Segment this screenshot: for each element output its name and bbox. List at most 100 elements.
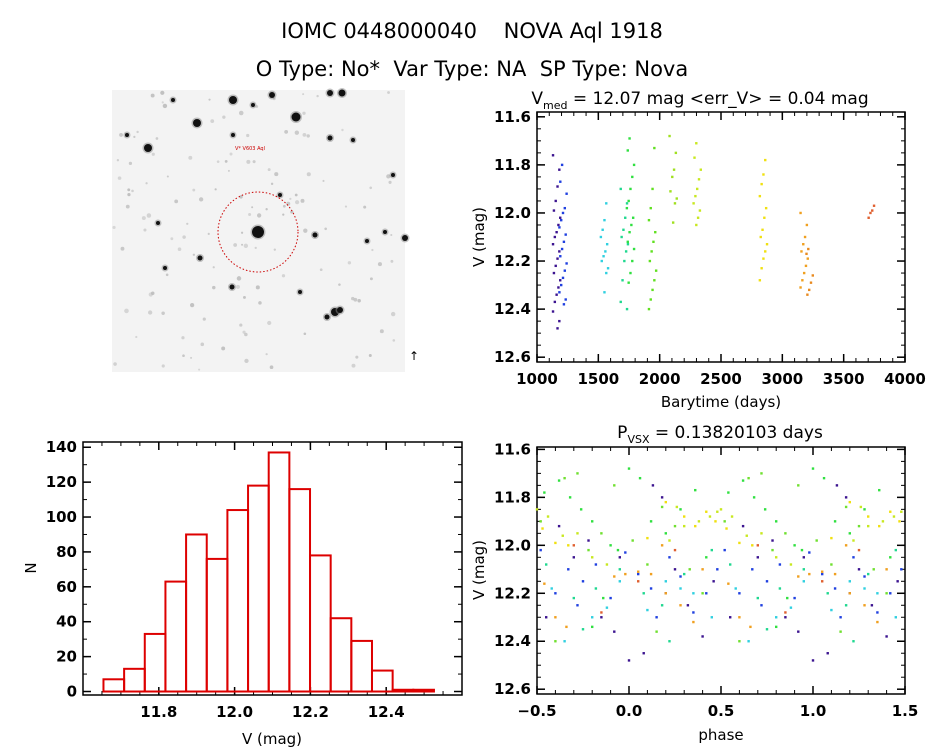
phased-point: [546, 515, 550, 518]
figure-subtitle: O Type: No* Var Type: NA SP Type: Nova: [256, 57, 688, 81]
phased-point: [609, 544, 612, 547]
lightcurve-point: [553, 300, 557, 304]
phased-point: [821, 572, 824, 576]
phased-point: [833, 520, 837, 523]
lightcurve-point: [673, 202, 677, 205]
phased-point: [786, 596, 789, 600]
faint-star: [239, 195, 243, 199]
faint-star: [390, 259, 394, 263]
faint-star: [368, 354, 372, 358]
phased-point: [572, 596, 575, 600]
phased-ytick-label: 12.4: [494, 632, 531, 650]
phased-point: [651, 484, 655, 487]
faint-star: [265, 353, 268, 356]
histogram-ylabel: N: [22, 562, 40, 573]
faint-star: [270, 182, 274, 186]
faint-star: [117, 176, 122, 180]
lightcurve-point: [763, 216, 766, 219]
phased-point: [642, 592, 645, 595]
lightcurve-xtick-label: 2000: [639, 370, 681, 388]
phased-point: [543, 582, 546, 585]
phased-point: [679, 575, 682, 578]
phased-point: [655, 630, 658, 633]
faint-star: [303, 332, 307, 336]
phased-point: [848, 580, 851, 583]
phased-xtick-label: 1.0: [800, 702, 827, 720]
phased-point: [822, 476, 826, 480]
phased-point: [789, 606, 793, 609]
faint-star: [166, 175, 169, 178]
phased-xlabel: phase: [698, 726, 743, 744]
faint-star: [302, 111, 306, 115]
faint-star: [210, 119, 215, 124]
lightcurve-point: [805, 252, 808, 256]
lightcurve-point: [627, 199, 630, 203]
faint-star: [181, 336, 185, 340]
faint-star: [150, 93, 155, 98]
faint-star: [236, 276, 242, 281]
histogram-bar: [370, 669, 394, 693]
phased-point: [808, 572, 811, 576]
lightcurve-point: [758, 279, 762, 282]
phased-point: [889, 556, 892, 559]
faint-star: [255, 285, 260, 290]
lightcurve-point: [625, 206, 629, 210]
phased-point: [664, 592, 667, 595]
lightcurve-point: [669, 190, 672, 193]
faint-star: [246, 133, 250, 138]
phased-point: [797, 575, 800, 578]
faint-star: [224, 160, 228, 163]
histogram-ytick-label: 60: [56, 578, 77, 596]
star: [312, 232, 318, 238]
phased-point: [876, 620, 879, 624]
star: [156, 221, 160, 225]
phased-point: [535, 508, 539, 511]
phased-point: [876, 592, 879, 595]
phased-point: [835, 484, 839, 487]
phased-point: [591, 616, 594, 619]
phased-point: [716, 510, 719, 513]
faint-star: [246, 159, 251, 164]
lightcurve-xtick-label: 2500: [700, 370, 742, 388]
phased-ylabel: V (mag): [470, 540, 488, 600]
lightcurve-point: [602, 255, 605, 258]
phased-point: [679, 587, 682, 590]
lightcurve-point: [809, 281, 813, 284]
phased-point: [741, 479, 745, 482]
star: [144, 144, 152, 152]
phased-point: [613, 575, 616, 578]
lightcurve-point: [565, 192, 568, 195]
lightcurve-point: [799, 286, 802, 289]
phased-point: [572, 556, 575, 559]
faint-star: [136, 130, 139, 134]
phased-point: [894, 616, 897, 619]
phased-point: [716, 568, 719, 571]
lightcurve-point: [627, 281, 630, 284]
phased-point: [683, 515, 686, 518]
lightcurve-ytick-label: 12.0: [494, 204, 531, 222]
phased-point: [848, 592, 851, 595]
lightcurve-point: [871, 209, 874, 212]
histogram-bar: [205, 557, 229, 693]
phased-ytick-label: 12.6: [494, 680, 531, 698]
phased-point: [839, 616, 842, 619]
phased-point: [878, 524, 881, 528]
phased-point: [833, 587, 837, 590]
phased-point: [878, 488, 881, 492]
star: [365, 239, 369, 243]
phased-point: [863, 508, 866, 511]
lightcurve-point: [697, 178, 701, 181]
lightcurve-point: [652, 240, 655, 244]
star: [337, 307, 343, 313]
faint-star: [127, 192, 131, 197]
lightcurve-point: [558, 226, 561, 229]
phased-point: [784, 532, 787, 535]
phased-point: [727, 491, 730, 494]
phased-point: [664, 580, 667, 583]
lightcurve-point: [606, 267, 610, 270]
lightcurve-point: [624, 216, 627, 219]
phased-point: [600, 616, 603, 619]
phased-ytick-label: 12.0: [494, 536, 531, 554]
phased-point: [811, 467, 815, 470]
phased-point: [852, 640, 855, 643]
